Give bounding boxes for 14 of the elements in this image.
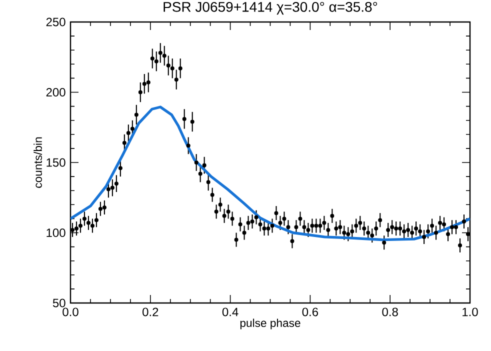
x-tick-label: 1.0 bbox=[462, 308, 478, 316]
chart-title: PSR J0659+1414 χ=30.0° α=35.8° bbox=[164, 2, 378, 15]
y-tick-label: 100 bbox=[46, 228, 66, 238]
y-tick-label: 150 bbox=[46, 158, 66, 167]
x-tick-label: 0.2 bbox=[142, 308, 158, 316]
x-tick-label: 0.0 bbox=[62, 308, 78, 316]
y-tick-label: 200 bbox=[46, 88, 66, 97]
y-tick-label: 50 bbox=[52, 298, 66, 308]
x-tick-label: 0.8 bbox=[382, 308, 398, 316]
x-tick-label: 0.6 bbox=[302, 308, 318, 316]
y-tick-label: 250 bbox=[46, 18, 66, 26]
x-tick-label: 0.4 bbox=[222, 308, 238, 316]
y-axis-title: counts/bin bbox=[34, 137, 42, 188]
x-axis-title: pulse phase bbox=[240, 318, 300, 330]
